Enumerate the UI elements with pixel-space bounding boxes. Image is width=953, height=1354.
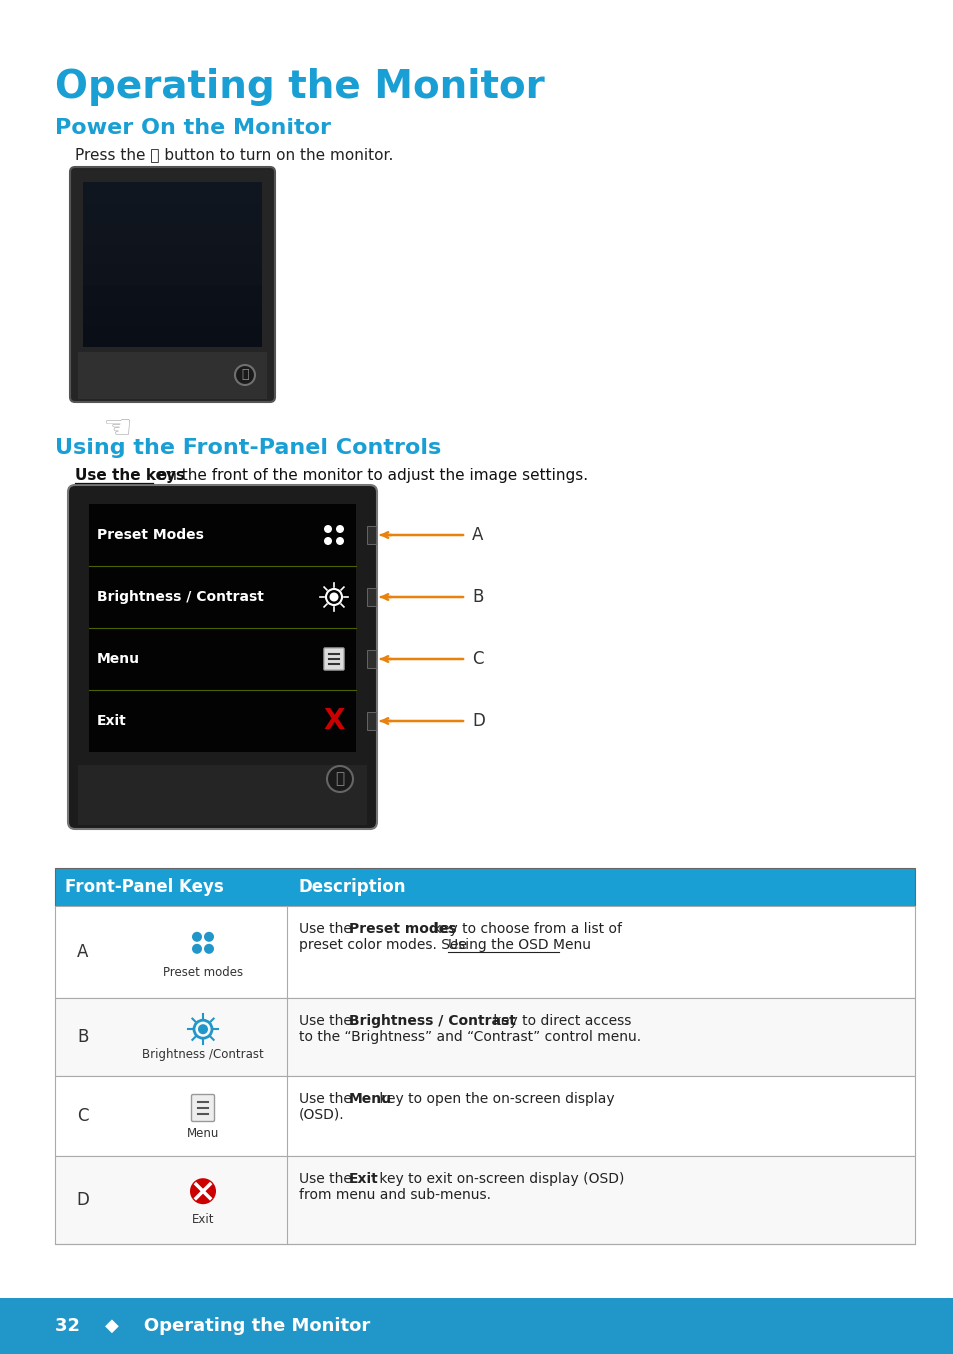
FancyBboxPatch shape — [68, 485, 376, 829]
Circle shape — [324, 525, 332, 533]
Bar — [83, 286, 262, 306]
Bar — [55, 906, 914, 998]
Bar — [83, 264, 262, 286]
Text: Brightness / Contrast: Brightness / Contrast — [348, 1014, 515, 1028]
Text: Exit: Exit — [348, 1173, 378, 1186]
Text: Brightness / Contrast: Brightness / Contrast — [97, 590, 264, 604]
Text: Menu: Menu — [348, 1091, 391, 1106]
Circle shape — [335, 538, 344, 546]
Text: A: A — [77, 942, 89, 961]
Text: Front-Panel Keys: Front-Panel Keys — [65, 877, 224, 896]
Text: ⏻: ⏻ — [335, 772, 344, 787]
Text: Use the: Use the — [298, 1173, 355, 1186]
Bar — [55, 1156, 914, 1244]
Text: A: A — [472, 525, 483, 544]
Bar — [83, 181, 262, 347]
Text: (OSD).: (OSD). — [298, 1108, 344, 1122]
Text: Power On the Monitor: Power On the Monitor — [55, 118, 331, 138]
Text: Use the: Use the — [298, 1014, 355, 1028]
Bar — [367, 712, 375, 730]
Text: Operating the Monitor: Operating the Monitor — [55, 68, 544, 106]
Text: Menu: Menu — [97, 653, 140, 666]
Bar — [55, 998, 914, 1076]
Text: Use the keys: Use the keys — [75, 468, 185, 483]
Bar — [55, 1076, 914, 1156]
Text: Preset modes: Preset modes — [163, 965, 243, 979]
Text: key to open the on-screen display: key to open the on-screen display — [375, 1091, 615, 1106]
Text: Use the: Use the — [298, 922, 355, 936]
Text: ☜: ☜ — [102, 412, 132, 445]
Circle shape — [204, 932, 213, 942]
Text: D: D — [76, 1192, 90, 1209]
Text: C: C — [472, 650, 483, 668]
Text: X: X — [323, 707, 344, 735]
Text: Preset modes: Preset modes — [348, 922, 456, 936]
Bar — [83, 244, 262, 264]
Text: Press the ⏻ button to turn on the monitor.: Press the ⏻ button to turn on the monito… — [75, 148, 393, 162]
Text: .: . — [558, 938, 563, 952]
Bar — [367, 525, 375, 544]
Circle shape — [192, 944, 202, 953]
Text: B: B — [472, 588, 483, 607]
Bar — [55, 868, 914, 906]
Bar — [83, 326, 262, 347]
Text: B: B — [77, 1028, 89, 1047]
Text: C: C — [77, 1108, 89, 1125]
Text: Preset Modes: Preset Modes — [97, 528, 204, 542]
Bar — [83, 203, 262, 223]
Circle shape — [234, 366, 254, 385]
FancyBboxPatch shape — [192, 1094, 214, 1121]
Circle shape — [190, 1178, 215, 1204]
Circle shape — [192, 932, 202, 942]
Circle shape — [198, 1024, 208, 1034]
Circle shape — [327, 766, 353, 792]
Bar — [89, 504, 355, 751]
Text: key to choose from a list of: key to choose from a list of — [429, 922, 621, 936]
Bar — [78, 352, 267, 399]
FancyBboxPatch shape — [70, 167, 274, 402]
Text: to the “Brightness” and “Contrast” control menu.: to the “Brightness” and “Contrast” contr… — [298, 1030, 640, 1044]
Bar — [367, 650, 375, 668]
Bar — [83, 306, 262, 326]
Bar — [367, 588, 375, 607]
Bar — [83, 181, 262, 203]
Text: 32    ◆    Operating the Monitor: 32 ◆ Operating the Monitor — [55, 1317, 370, 1335]
Circle shape — [335, 525, 344, 533]
Text: Using the Front-Panel Controls: Using the Front-Panel Controls — [55, 437, 441, 458]
Bar — [78, 765, 367, 825]
Text: key to exit on-screen display (OSD): key to exit on-screen display (OSD) — [375, 1173, 624, 1186]
Text: ⏻: ⏻ — [241, 368, 249, 382]
Text: Brightness /Contrast: Brightness /Contrast — [142, 1048, 264, 1060]
Bar — [83, 223, 262, 244]
Text: Exit: Exit — [97, 714, 127, 728]
Text: Menu: Menu — [187, 1127, 219, 1140]
Text: from menu and sub-menus.: from menu and sub-menus. — [298, 1187, 491, 1202]
FancyBboxPatch shape — [324, 649, 344, 670]
Bar — [0, 1298, 953, 1354]
Text: Use the: Use the — [298, 1091, 355, 1106]
Circle shape — [324, 538, 332, 546]
Circle shape — [329, 593, 338, 601]
Text: D: D — [472, 712, 484, 730]
Text: on the front of the monitor to adjust the image settings.: on the front of the monitor to adjust th… — [152, 468, 587, 483]
Text: Exit: Exit — [192, 1213, 214, 1225]
Text: Description: Description — [298, 877, 406, 896]
Text: key to direct access: key to direct access — [489, 1014, 631, 1028]
Circle shape — [204, 944, 213, 953]
Text: preset color modes. See: preset color modes. See — [298, 938, 471, 952]
Text: Using the OSD Menu: Using the OSD Menu — [447, 938, 590, 952]
